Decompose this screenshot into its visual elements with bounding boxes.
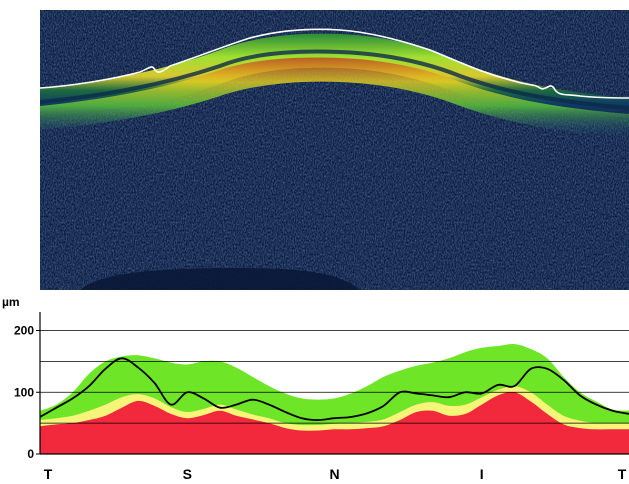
sector-label-4: T [618, 466, 627, 482]
scan-bottom-artifact [80, 268, 360, 290]
thickness-series [39, 357, 629, 421]
scan-segmentation-line [40, 28, 629, 99]
sector-label-0: T [44, 466, 53, 482]
y-tick-labels: 0 100 200 [14, 324, 40, 461]
red-abnormal-band [40, 391, 629, 454]
y-tick-label-0: 0 [27, 447, 34, 461]
y-axis-unit-label: µm [2, 295, 20, 309]
tsnit-thickness-chart: µm 0 100 200 T S N I T [2, 295, 629, 482]
oct-b-scan-image [40, 10, 629, 290]
sector-label-1: S [183, 466, 192, 482]
scan-dark-band [40, 49, 629, 110]
thickness-line-0 [39, 357, 629, 421]
scan-rpe-layer [40, 57, 629, 138]
sector-label-3: I [480, 466, 484, 482]
y-tick-label-100: 100 [14, 385, 34, 399]
normative-bands [40, 344, 629, 454]
sector-label-2: N [329, 466, 339, 482]
gridlines [40, 330, 629, 424]
y-tick-label-200: 200 [14, 324, 34, 338]
